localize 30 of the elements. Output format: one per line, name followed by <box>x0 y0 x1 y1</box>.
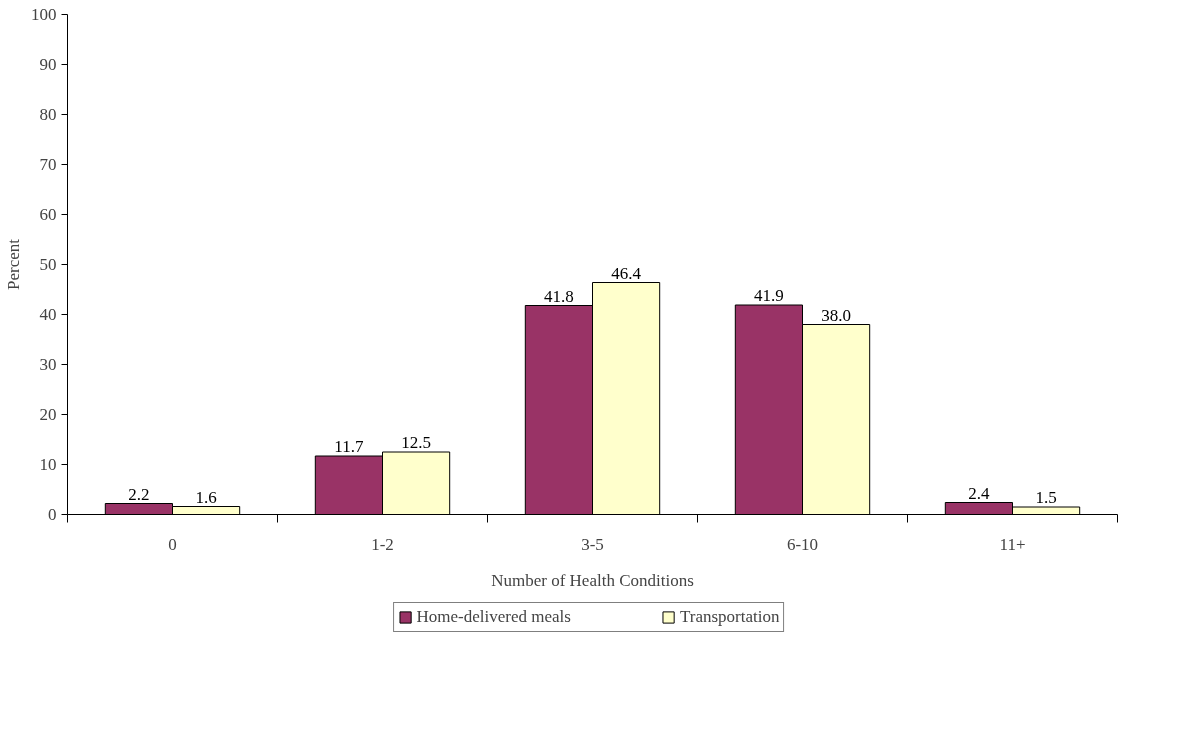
data-label: 2.4 <box>968 483 991 503</box>
y-tick-label: 20 <box>39 405 57 424</box>
data-label: 1.5 <box>1035 488 1057 507</box>
y-tick-label: 100 <box>31 5 57 24</box>
y-tick-label: 0 <box>48 505 57 524</box>
legend-label: Home-delivered meals <box>416 607 571 627</box>
y-tick-label: 50 <box>39 255 57 274</box>
x-tick-label: 3-5 <box>581 534 604 554</box>
data-label: 41.9 <box>754 286 784 305</box>
data-label: 1.6 <box>195 487 217 507</box>
data-label: 12.5 <box>401 433 431 452</box>
x-tick-label: 0 <box>168 534 177 554</box>
y-tick-label: 90 <box>39 55 57 74</box>
y-tick-label: 30 <box>39 355 57 374</box>
y-tick-label: 10 <box>39 455 57 474</box>
y-tick-label: 40 <box>39 305 57 324</box>
y-tick-label: 60 <box>39 205 57 224</box>
data-label: 38.0 <box>821 305 851 325</box>
legend-label: Transportation <box>679 607 780 627</box>
x-tick-label: 6-10 <box>786 534 819 554</box>
y-tick-label: 80 <box>39 105 57 124</box>
data-label: 2.2 <box>128 484 150 504</box>
data-label: 41.8 <box>544 286 574 306</box>
x-axis-title: Number of Health Conditions <box>491 570 694 590</box>
data-label: 46.4 <box>611 263 642 283</box>
x-tick-label: 11+ <box>999 534 1026 554</box>
x-tick-label: 1-2 <box>371 534 394 554</box>
y-axis-title: Percent <box>4 238 23 290</box>
y-tick-label: 70 <box>39 155 57 174</box>
data-label: 11.7 <box>334 437 364 456</box>
